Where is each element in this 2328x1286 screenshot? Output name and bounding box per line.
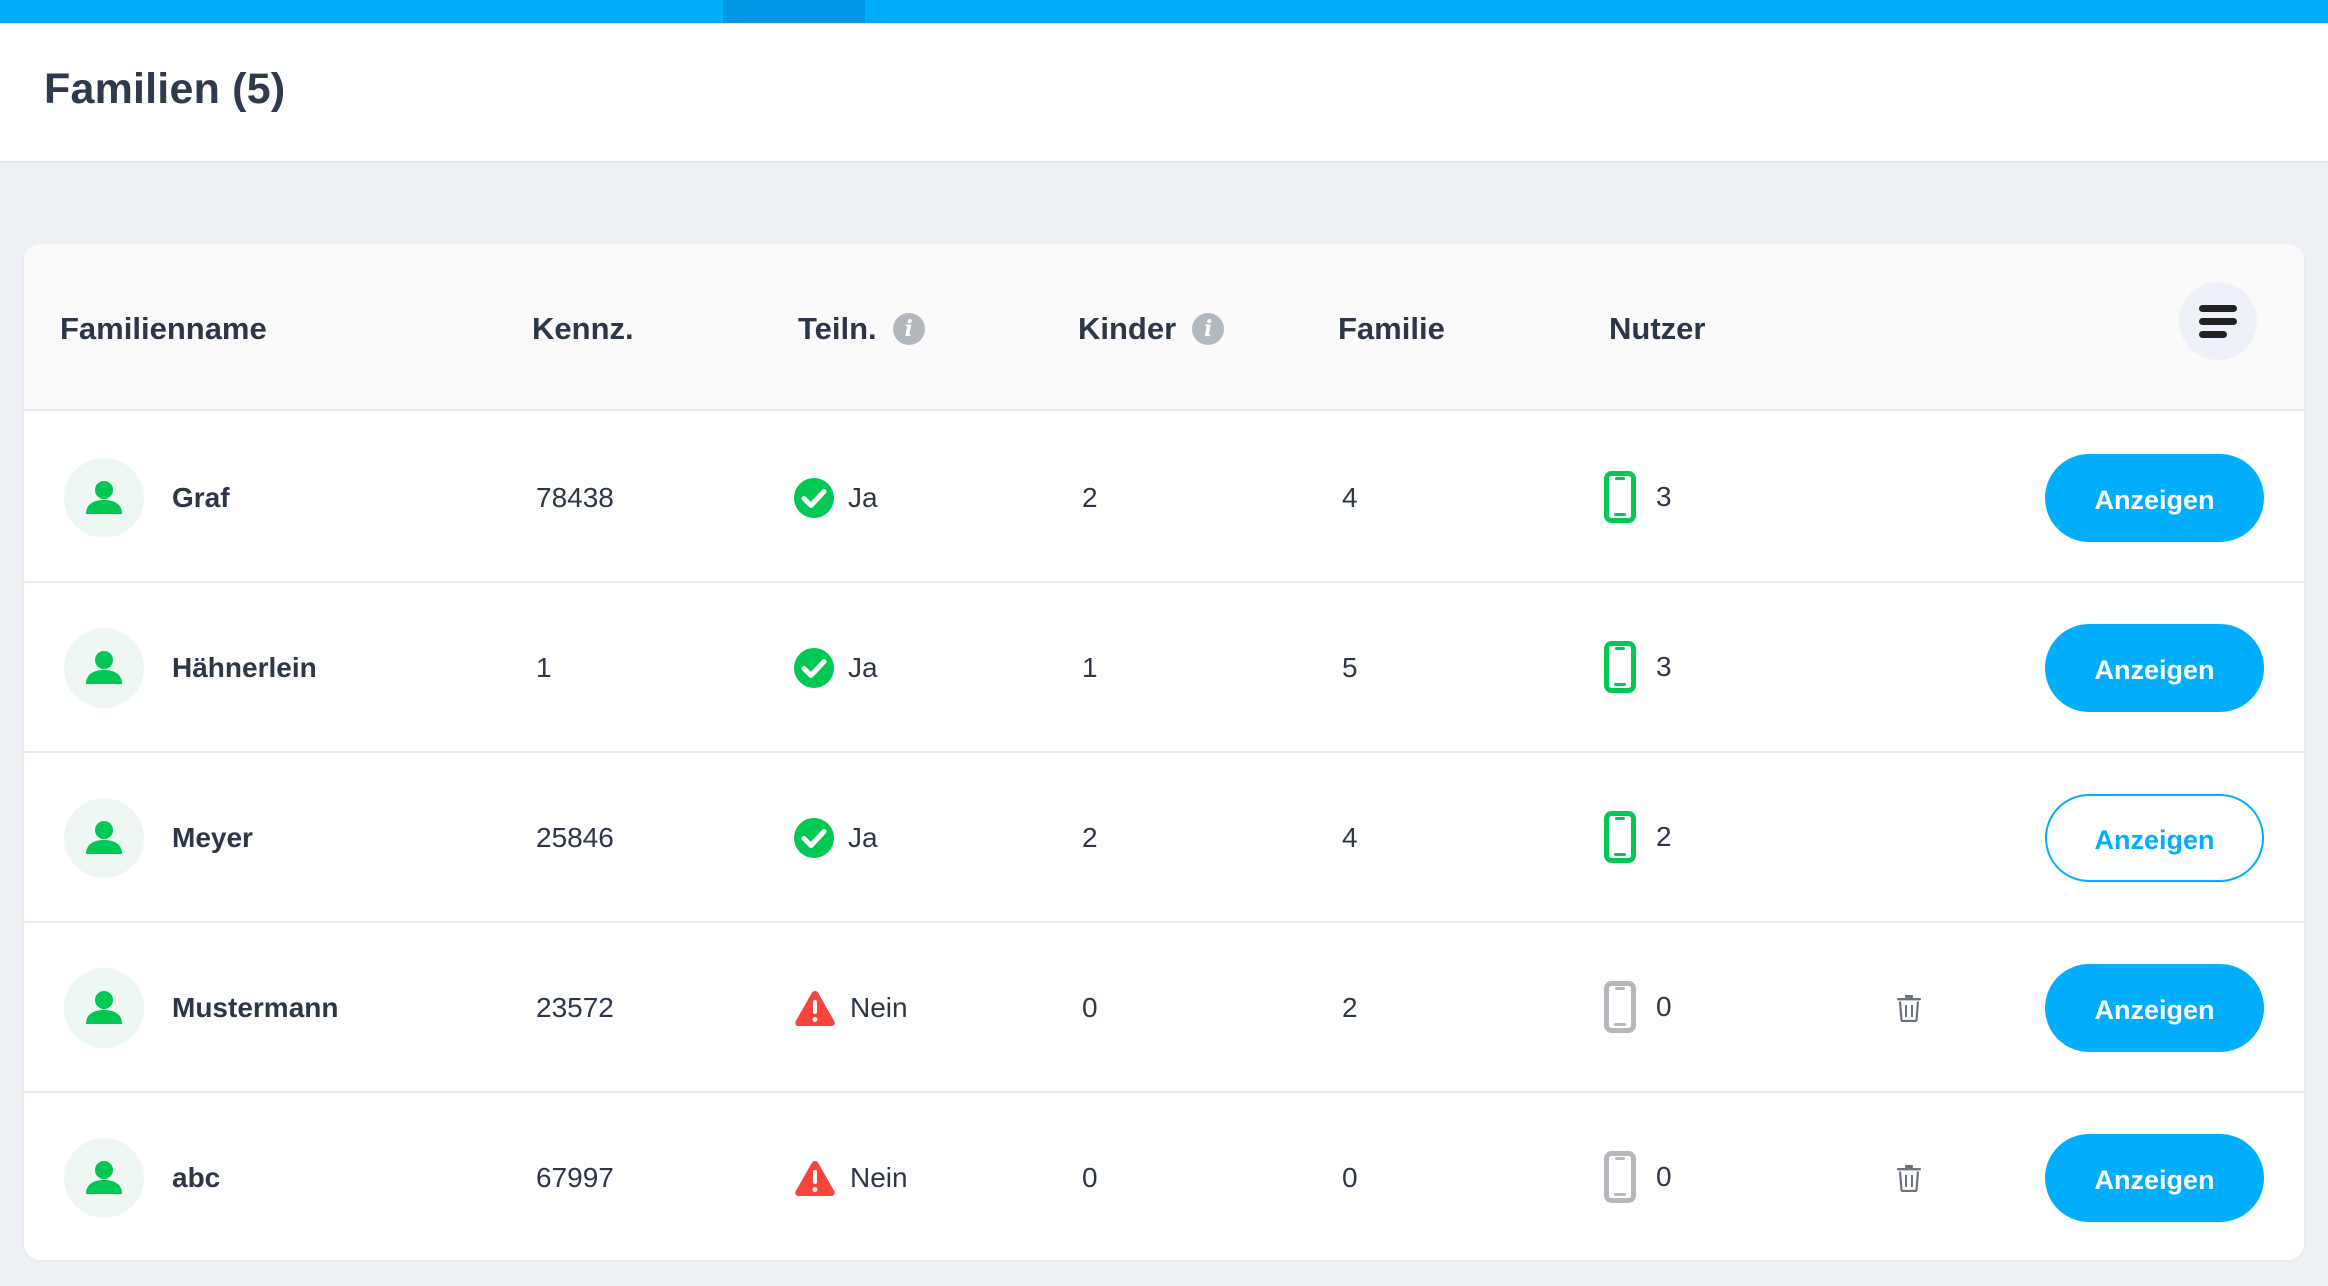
family-count: 2 (1342, 992, 1358, 1023)
trash-icon (1897, 995, 1921, 1023)
user-icon (86, 991, 122, 1024)
kennz-value: 67997 (536, 1162, 614, 1193)
family-name: Hähnerlein (172, 652, 317, 683)
smartphone-icon (1604, 641, 1636, 693)
show-family-button[interactable]: Anzeigen (2045, 964, 2264, 1052)
kennz-value: 25846 (536, 822, 614, 853)
family-name: Graf (172, 482, 230, 513)
children-count: 0 (1082, 992, 1098, 1023)
delete-button[interactable] (1896, 994, 1922, 1023)
user-devices: 3 (1604, 639, 1672, 695)
avatar (64, 1138, 144, 1218)
participation-label: Nein (850, 992, 908, 1023)
menu-icon-line (2199, 304, 2237, 312)
family-count: 0 (1342, 1162, 1358, 1193)
user-devices: 0 (1604, 1149, 1672, 1205)
check-circle-icon (794, 818, 834, 858)
page-title: Familien (5) (44, 65, 286, 113)
children-count: 1 (1082, 652, 1098, 683)
table-row: Meyer 25846 Ja 2 4 2 Anzeigen (24, 753, 2304, 923)
header-nutzer: Nutzer (1609, 306, 1705, 352)
delete-button[interactable] (1896, 1164, 1922, 1193)
family-count: 5 (1342, 652, 1358, 683)
participation-label: Nein (850, 1162, 908, 1193)
smartphone-icon (1604, 981, 1636, 1033)
table-row: Hähnerlein 1 Ja 1 5 3 Anzeigen (24, 583, 2304, 753)
user-count: 0 (1656, 991, 1672, 1022)
participation-label: Ja (848, 482, 878, 513)
header-familienname: Familienname (60, 306, 267, 352)
smartphone-icon (1604, 471, 1636, 523)
column-label: Familie (1338, 311, 1445, 346)
column-label: Nutzer (1609, 311, 1706, 346)
user-icon (86, 481, 122, 514)
participation-status: Ja (794, 646, 878, 690)
menu-icon-line (2199, 317, 2237, 325)
smartphone-icon (1604, 1151, 1636, 1203)
user-icon (86, 1161, 122, 1194)
participation-status: Nein (794, 986, 908, 1030)
column-label: Kinder (1078, 311, 1177, 346)
header-familie: Familie (1338, 306, 1445, 352)
user-devices: 2 (1604, 809, 1672, 865)
trash-icon (1897, 1165, 1921, 1193)
user-count: 3 (1656, 651, 1672, 682)
user-count: 3 (1656, 481, 1672, 512)
family-count: 4 (1342, 482, 1358, 513)
column-label: Familienname (60, 311, 267, 346)
table-menu-button[interactable] (2179, 282, 2257, 360)
user-icon (86, 821, 122, 854)
show-family-button[interactable]: Anzeigen (2045, 624, 2264, 712)
warning-triangle-icon (795, 1161, 835, 1196)
children-count: 2 (1082, 482, 1098, 513)
user-count: 2 (1656, 821, 1672, 852)
kennz-value: 1 (536, 652, 552, 683)
warning-triangle-icon (795, 991, 835, 1026)
participation-status: Nein (794, 1156, 908, 1200)
children-count: 0 (1082, 1162, 1098, 1193)
header-kennz: Kennz. (532, 306, 634, 352)
participation-label: Ja (848, 652, 878, 683)
header-kinder: Kinder i (1078, 306, 1225, 352)
show-family-button[interactable]: Anzeigen (2045, 454, 2264, 542)
user-devices: 0 (1604, 979, 1672, 1035)
info-icon[interactable]: i (1192, 313, 1225, 345)
table-row: Mustermann 23572 Nein 0 2 0 Anzeigen (24, 923, 2304, 1093)
table-header: Familienname Kennz. Teiln. i Kinder i Familie N… (24, 244, 2304, 411)
header-teiln: Teiln. i (798, 306, 925, 352)
user-icon (86, 651, 122, 684)
show-family-button[interactable]: Anzeigen (2045, 1134, 2264, 1222)
family-name: abc (172, 1162, 221, 1193)
avatar (64, 458, 144, 538)
avatar (64, 628, 144, 708)
top-accent-bar (0, 0, 2328, 23)
check-circle-icon (794, 478, 834, 518)
check-circle-icon (794, 648, 834, 688)
table-row: Graf 78438 Ja 2 4 3 Anzeigen (24, 413, 2304, 583)
show-family-button[interactable]: Anzeigen (2045, 794, 2264, 882)
families-table-card: Familienname Kennz. Teiln. i Kinder i Familie N… (24, 244, 2304, 1260)
family-count: 4 (1342, 822, 1358, 853)
participation-status: Ja (794, 476, 878, 520)
family-name: Meyer (172, 822, 253, 853)
info-icon[interactable]: i (892, 313, 925, 345)
participation-status: Ja (794, 816, 878, 860)
avatar (64, 798, 144, 878)
kennz-value: 23572 (536, 992, 614, 1023)
page-header: Familien (5) (0, 23, 2328, 163)
avatar (64, 968, 144, 1048)
top-accent-segment (723, 0, 865, 23)
family-name: Mustermann (172, 992, 339, 1023)
children-count: 2 (1082, 822, 1098, 853)
smartphone-icon (1604, 811, 1636, 863)
kennz-value: 78438 (536, 482, 614, 513)
column-label: Kennz. (532, 311, 634, 346)
user-devices: 3 (1604, 469, 1672, 525)
user-count: 0 (1656, 1161, 1672, 1192)
column-label: Teiln. (798, 311, 877, 346)
table-row: abc 67997 Nein 0 0 0 Anzeigen (24, 1093, 2304, 1260)
participation-label: Ja (848, 822, 878, 853)
menu-icon-line (2199, 330, 2227, 338)
